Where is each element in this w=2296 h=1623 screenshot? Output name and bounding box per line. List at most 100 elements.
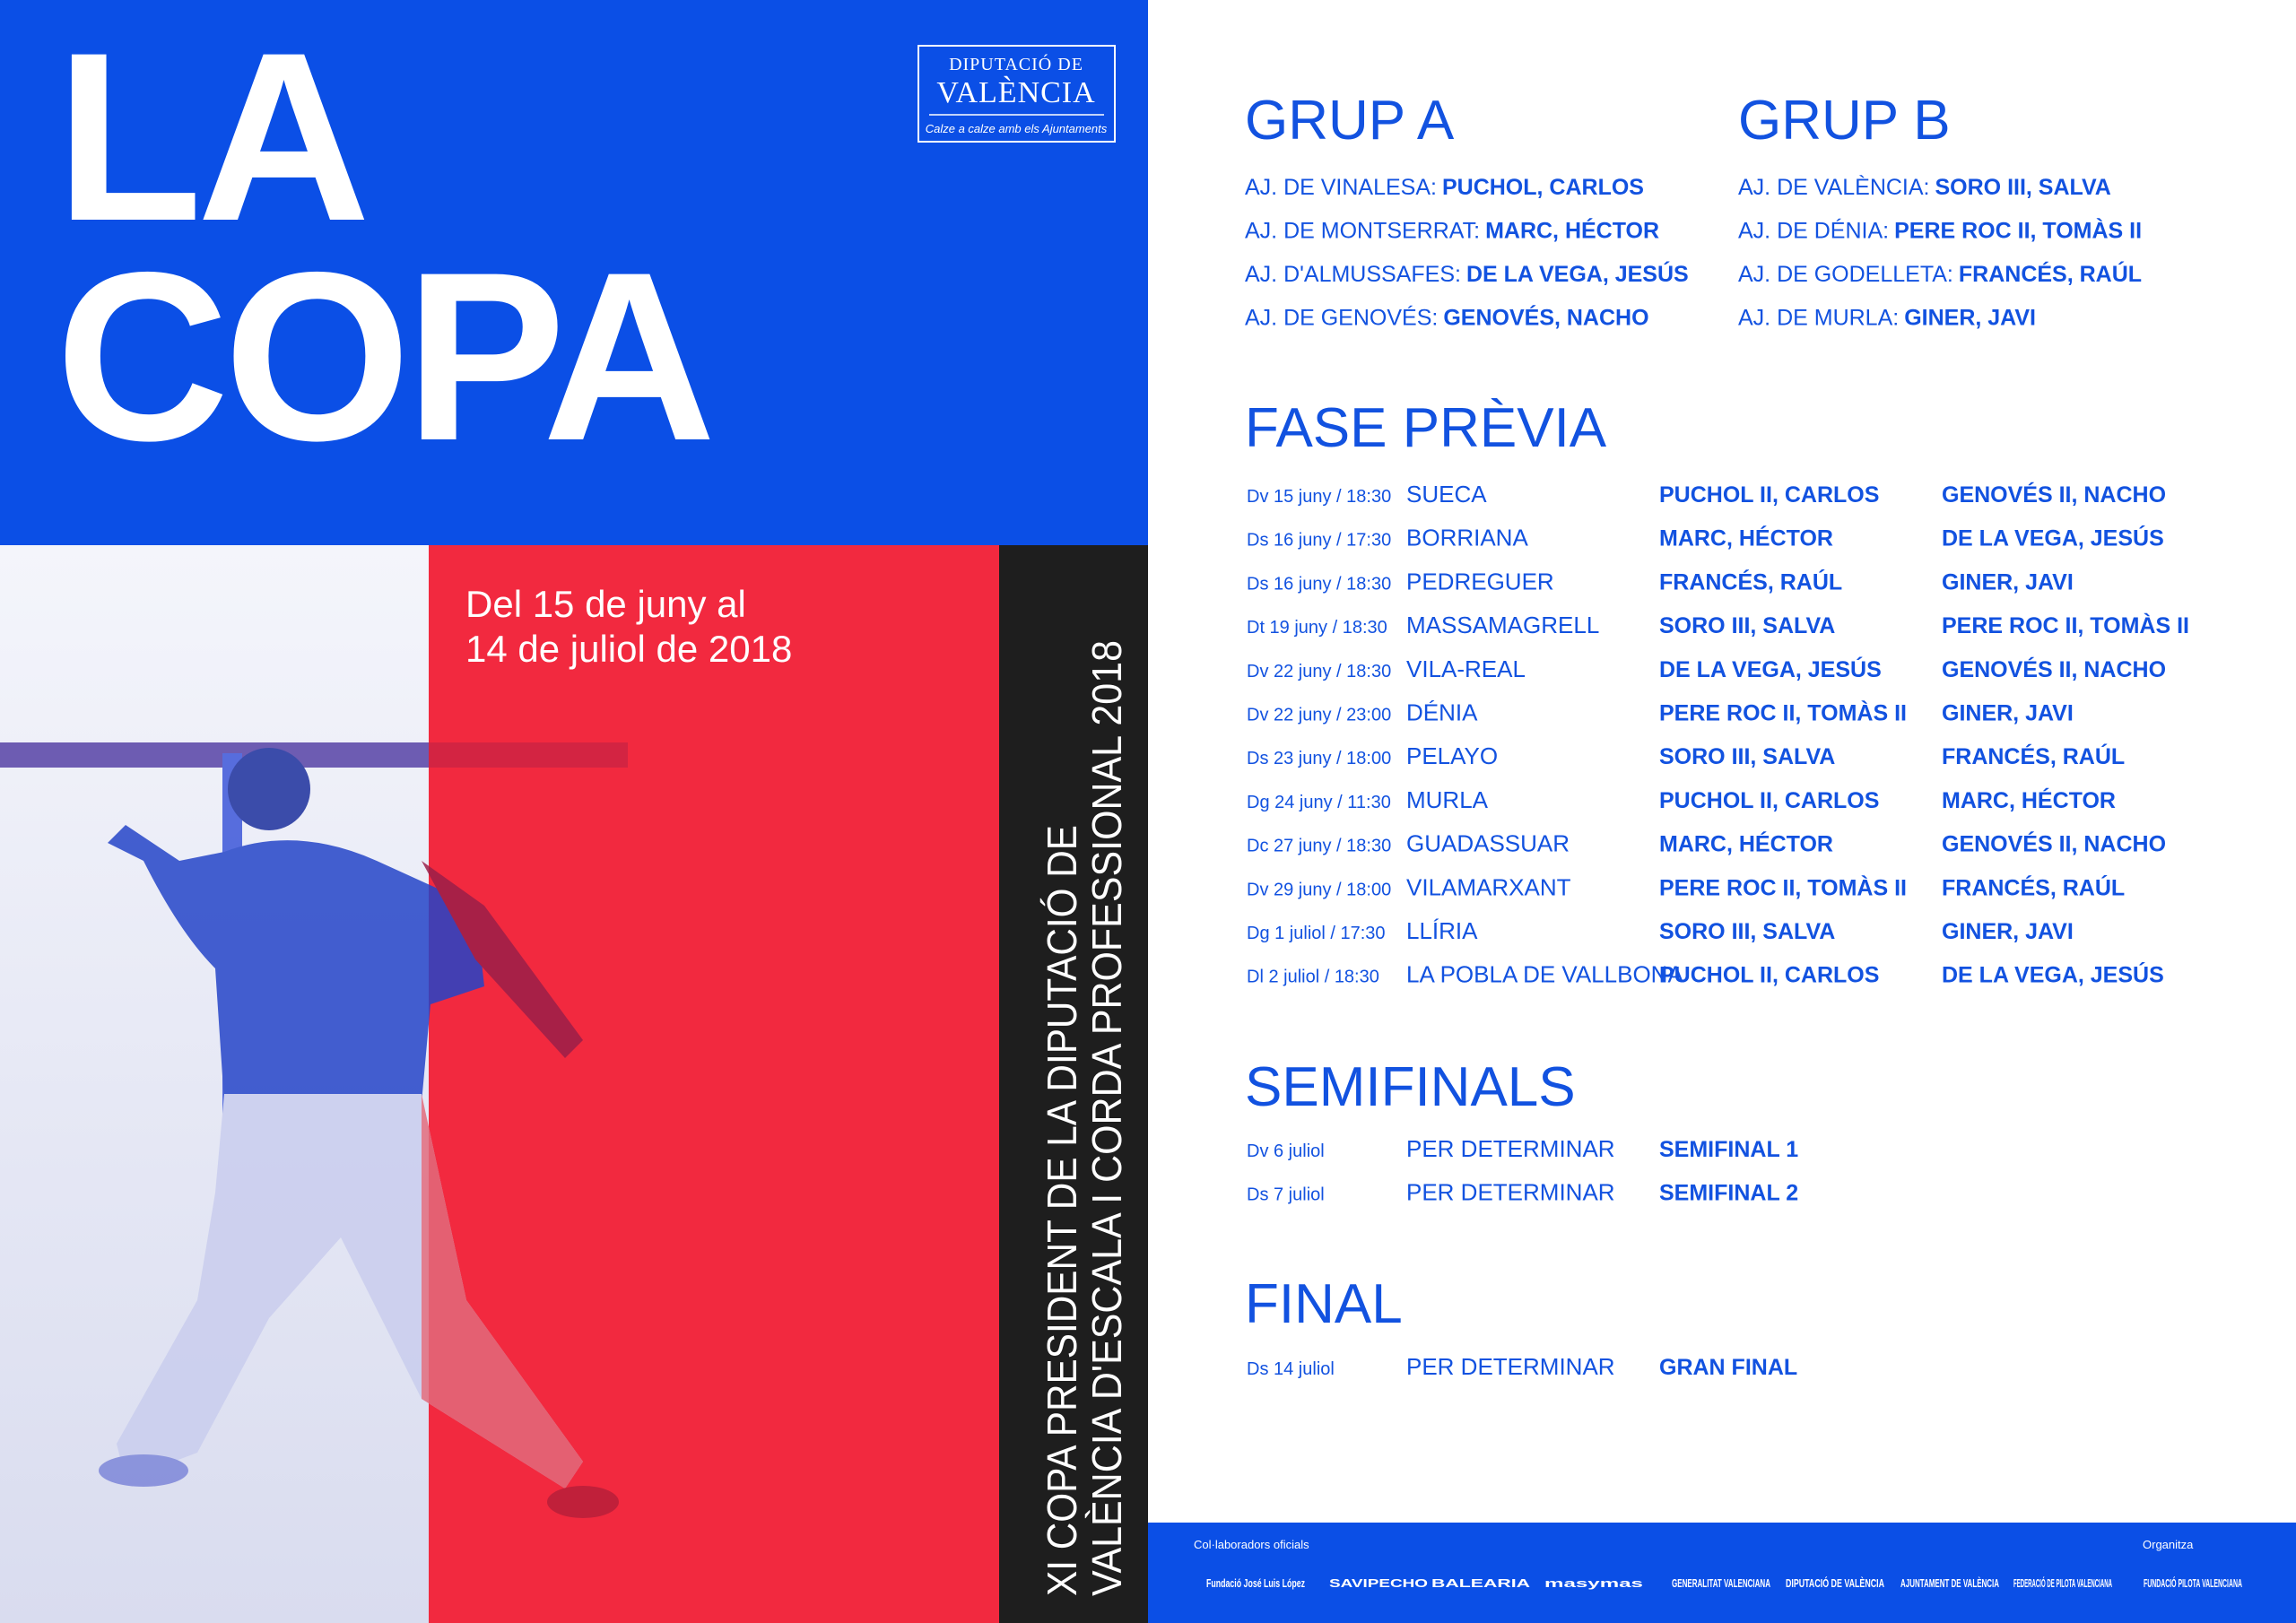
match-team: SEMIFINAL 1 <box>1659 1137 1798 1162</box>
match-team: PUCHOL II, CARLOS <box>1659 482 1879 508</box>
match-team: GRAN FINAL <box>1659 1355 1797 1380</box>
red-block <box>429 545 999 1623</box>
match-date: Dv 22 juny / 23:00 <box>1247 706 1391 725</box>
team-town: AJ. DE GENOVÉS: <box>1245 305 1438 331</box>
match-team: DE LA VEGA, JESÚS <box>1659 655 1882 682</box>
match-team: GENOVÉS II, NACHO <box>1942 831 2166 857</box>
match-team: GINER, JAVI <box>1942 919 2074 944</box>
team-town: AJ. D'ALMUSSAFES: <box>1245 262 1461 287</box>
footer-label: Organitza <box>2143 1538 2194 1551</box>
team-town: AJ. DE GODELLETA: <box>1738 262 1953 287</box>
match-team: FRANCÉS, RAÚL <box>1659 568 1842 595</box>
sponsor-logo: Fundació José Luis López <box>1206 1576 1305 1590</box>
match-venue: BORRIANA <box>1406 525 1528 551</box>
footer-label: Col·laboradors oficials <box>1194 1538 1309 1551</box>
sponsor-logo: masymas <box>1544 1576 1643 1590</box>
match-date: Ds 7 juliol <box>1247 1185 1325 1205</box>
match-venue: PER DETERMINAR <box>1406 1353 1615 1380</box>
match-date: Ds 16 juny / 18:30 <box>1247 574 1391 594</box>
team-players: GENOVÉS, NACHO <box>1443 305 1648 331</box>
team-row: AJ. DE GODELLETA: FRANCÉS, RAÚL <box>1738 260 2142 287</box>
match-date: Dv 15 juny / 18:30 <box>1247 487 1391 507</box>
match-team: MARC, HÉCTOR <box>1659 831 1833 857</box>
match-venue: LA POBLA DE VALLBONA <box>1406 961 1683 988</box>
match-date: Dt 19 juny / 18:30 <box>1247 618 1387 638</box>
match-venue: GUADASSUAR <box>1406 830 1570 857</box>
match-team: PERE ROC II, TOMÀS II <box>1659 700 1907 726</box>
team-players: FRANCÉS, RAÚL <box>1959 260 2142 287</box>
match-team: GENOVÉS II, NACHO <box>1942 482 2166 508</box>
match-team: DE LA VEGA, JESÚS <box>1942 961 2164 988</box>
section-heading: SEMIFINALS <box>1245 1056 1576 1118</box>
logo-line: VALÈNCIA <box>936 76 1095 109</box>
match-venue: LLÍRIA <box>1406 917 1478 944</box>
black-stripe <box>999 545 1148 1623</box>
team-players: PUCHOL, CARLOS <box>1442 175 1644 200</box>
group-heading: GRUP A <box>1245 90 1455 152</box>
subtitle: VALÈNCIA D'ESCALA I CORDA PROFESSIONAL 2… <box>1083 640 1130 1596</box>
match-date: Dv 22 juny / 18:30 <box>1247 662 1391 681</box>
match-team: GENOVÉS II, NACHO <box>1942 656 2166 682</box>
match-venue: VILAMARXANT <box>1406 873 1571 900</box>
match-team: FRANCÉS, RAÚL <box>1942 873 2125 900</box>
team-town: AJ. DE MONTSERRAT: <box>1245 219 1480 244</box>
date-range: 14 de juliol de 2018 <box>465 628 792 670</box>
player-photo <box>0 742 628 1518</box>
match-team: DE LA VEGA, JESÚS <box>1942 525 2164 551</box>
match-date: Dl 2 juliol / 18:30 <box>1247 968 1379 987</box>
team-town: AJ. DE VINALESA: <box>1245 175 1437 200</box>
group-heading: GRUP B <box>1738 90 1951 152</box>
match-venue: PER DETERMINAR <box>1406 1135 1615 1162</box>
match-date: Dg 1 juliol / 17:30 <box>1247 924 1386 943</box>
match-date: Ds 14 juliol <box>1247 1359 1335 1379</box>
team-row: AJ. DE GENOVÉS: GENOVÉS, NACHO <box>1245 305 1649 331</box>
match-venue: PELAYO <box>1406 742 1498 769</box>
logo-line: DIPUTACIÓ DE <box>949 53 1083 74</box>
team-row: AJ. DE MONTSERRAT: MARC, HÉCTOR <box>1245 218 1659 244</box>
date-range: Del 15 de juny al <box>465 583 746 625</box>
sponsor-logo: DIPUTACIÓ DE VALÈNCIA <box>1786 1576 1884 1590</box>
match-team: PERE ROC II, TOMÀS II <box>1942 612 2189 638</box>
team-town: AJ. DE MURLA: <box>1738 306 1899 331</box>
match-venue: PEDREGUER <box>1406 568 1554 595</box>
match-date: Ds 23 juny / 18:00 <box>1247 749 1391 768</box>
sponsor-logo: BALEARIA <box>1431 1576 1531 1590</box>
section-heading: FASE PRÈVIA <box>1245 397 1607 459</box>
subtitle: XI COPA PRESIDENT DE LA DIPUTACIÓ DE <box>1039 825 1085 1596</box>
match-venue: VILA-REAL <box>1406 655 1526 682</box>
team-players: GINER, JAVI <box>1904 306 2036 331</box>
team-town: AJ. DE VALÈNCIA: <box>1738 174 1930 200</box>
main-title: COPA <box>56 221 711 490</box>
match-venue: SUECA <box>1406 481 1487 508</box>
match-date: Dc 27 juny / 18:30 <box>1247 837 1391 856</box>
main-title: LA <box>56 2 366 271</box>
match-team: MARC, HÉCTOR <box>1942 787 2116 813</box>
match-venue: PER DETERMINAR <box>1406 1179 1615 1206</box>
match-venue: DÉNIA <box>1406 699 1478 726</box>
match-date: Dg 24 juny / 11:30 <box>1247 793 1391 812</box>
match-date: Dv 6 juliol <box>1247 1141 1325 1161</box>
match-date: Ds 16 juny / 17:30 <box>1247 531 1391 551</box>
sponsor-logo: GENERALITAT VALENCIANA <box>1672 1576 1770 1590</box>
team-players: PERE ROC II, TOMÀS II <box>1894 218 2142 244</box>
match-team: FRANCÉS, RAÚL <box>1942 742 2125 769</box>
team-row: AJ. DE MURLA: GINER, JAVI <box>1738 306 2036 331</box>
team-row: AJ. DE VINALESA: PUCHOL, CARLOS <box>1245 175 1644 200</box>
sponsor-logo: FEDERACIÓ DE PILOTA VALENCIANA <box>2013 1576 2112 1590</box>
section-heading: FINAL <box>1245 1273 1403 1335</box>
match-team: GINER, JAVI <box>1942 569 2074 595</box>
match-date: Dv 29 juny / 18:00 <box>1247 880 1391 899</box>
footer-bar <box>1148 1523 2296 1623</box>
match-team: SEMIFINAL 2 <box>1659 1181 1798 1206</box>
logo-tagline: Calze a calze amb els Ajuntaments <box>926 122 1108 135</box>
match-venue: MASSAMAGRELL <box>1406 612 1599 638</box>
team-row: AJ. DE VALÈNCIA: SORO III, SALVA <box>1738 174 2111 200</box>
team-players: SORO III, SALVA <box>1935 175 2111 200</box>
team-players: DE LA VEGA, JESÚS <box>1466 260 1689 287</box>
match-team: GINER, JAVI <box>1942 701 2074 726</box>
logo-frame <box>918 45 1116 143</box>
team-row: AJ. DE DÉNIA: PERE ROC II, TOMÀS II <box>1738 218 2142 244</box>
match-team: SORO III, SALVA <box>1659 919 1835 944</box>
